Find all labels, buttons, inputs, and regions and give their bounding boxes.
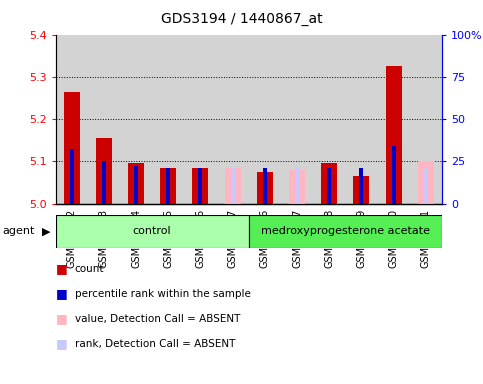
Bar [134, 166, 138, 204]
Bar [289, 170, 305, 204]
Text: value, Detection Call = ABSENT: value, Detection Call = ABSENT [75, 314, 240, 324]
Bar [225, 168, 241, 204]
Bar [263, 169, 267, 204]
Bar [327, 169, 331, 204]
FancyBboxPatch shape [249, 215, 442, 248]
Text: agent: agent [2, 226, 35, 237]
Bar [128, 164, 144, 204]
FancyBboxPatch shape [56, 215, 249, 248]
Bar [424, 169, 428, 204]
Text: ■: ■ [56, 287, 67, 300]
Text: control: control [133, 226, 171, 237]
Text: ■: ■ [56, 312, 67, 325]
Bar [359, 169, 363, 204]
Bar [70, 149, 73, 204]
Bar [231, 169, 235, 204]
Text: rank, Detection Call = ABSENT: rank, Detection Call = ABSENT [75, 339, 235, 349]
Bar [257, 172, 273, 204]
Text: ■: ■ [56, 262, 67, 275]
Bar [199, 168, 202, 204]
Text: ▶: ▶ [42, 226, 51, 237]
Bar [354, 176, 369, 204]
Text: GDS3194 / 1440867_at: GDS3194 / 1440867_at [161, 12, 322, 25]
Bar [160, 168, 176, 204]
Text: medroxyprogesterone acetate: medroxyprogesterone acetate [261, 226, 430, 237]
Bar [418, 161, 434, 204]
Bar [64, 92, 80, 204]
Text: percentile rank within the sample: percentile rank within the sample [75, 289, 251, 299]
Bar [166, 168, 170, 204]
Bar [321, 164, 337, 204]
Bar [392, 147, 396, 204]
Bar [192, 168, 209, 204]
Text: count: count [75, 264, 104, 274]
Bar [295, 169, 299, 204]
Text: ■: ■ [56, 337, 67, 350]
Bar [385, 66, 402, 204]
Bar [96, 138, 112, 204]
Bar [102, 161, 106, 204]
